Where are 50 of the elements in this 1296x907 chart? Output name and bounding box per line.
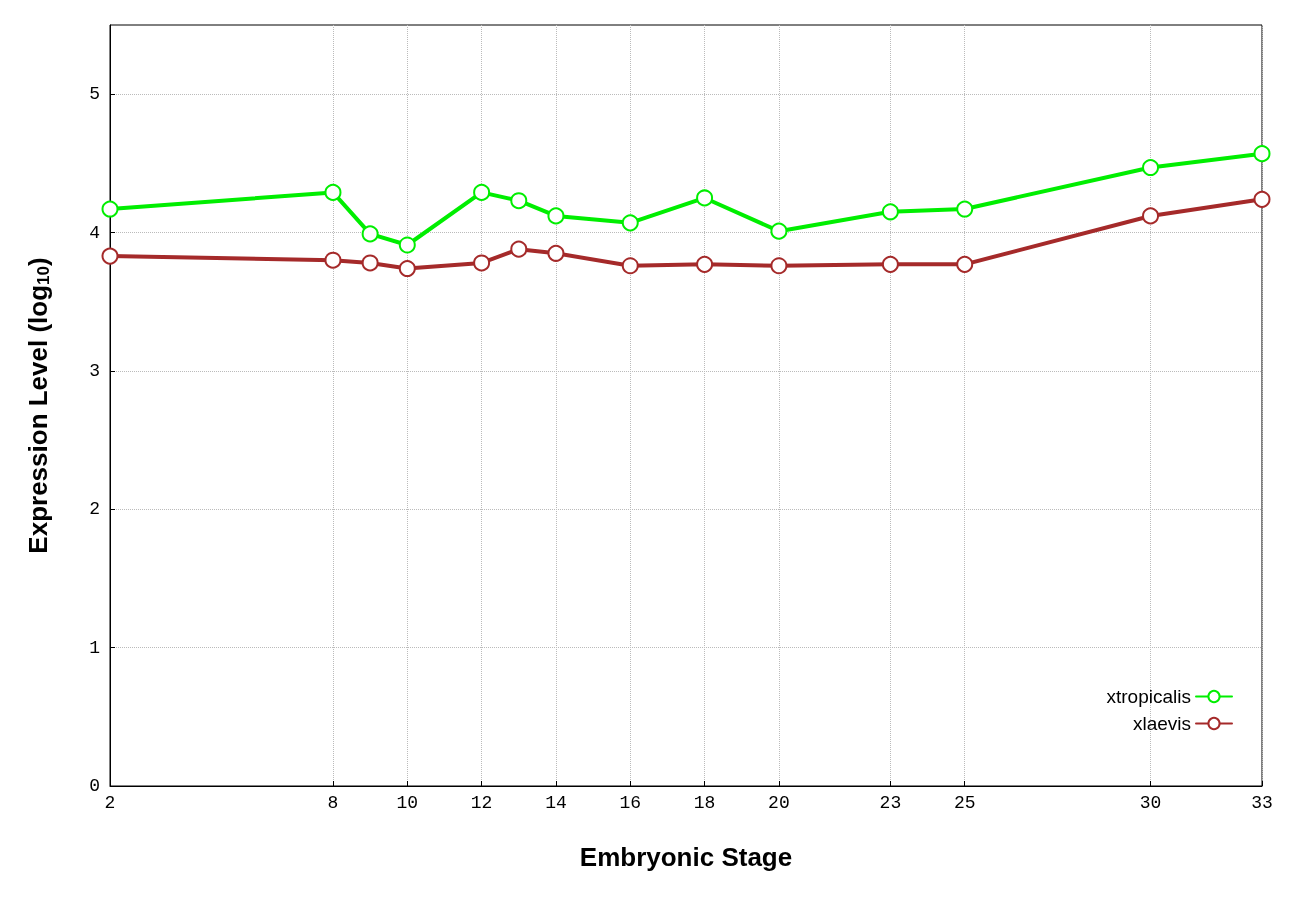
point <box>101 247 119 265</box>
point <box>547 207 565 225</box>
point <box>324 251 342 269</box>
x-tick-label: 23 <box>879 793 902 813</box>
point <box>621 214 639 232</box>
point <box>1142 207 1160 225</box>
point <box>621 257 639 275</box>
point <box>956 200 974 218</box>
point <box>1253 145 1271 163</box>
point <box>770 257 788 275</box>
y-tick-label: 0 <box>89 776 100 796</box>
x-tick-label: 18 <box>693 793 716 813</box>
x-tick-label: 8 <box>327 793 339 813</box>
y-tick-label: 5 <box>89 84 100 105</box>
x-tick-label: 10 <box>396 793 419 813</box>
point <box>398 236 416 254</box>
y-tick-label: 4 <box>89 222 100 243</box>
y-axis-title: Expression Level (log10) <box>22 257 53 554</box>
y-tick-label: 2 <box>89 499 100 520</box>
x-tick-label: 12 <box>470 793 493 813</box>
point <box>547 244 565 262</box>
point <box>1142 159 1160 177</box>
point <box>770 222 788 240</box>
x-tick-label: 25 <box>953 793 976 813</box>
x-tick-label: 16 <box>619 793 642 813</box>
legend-label: xlaevis <box>1132 713 1191 734</box>
point <box>956 255 974 273</box>
point <box>510 192 528 210</box>
point <box>101 200 119 218</box>
point <box>696 255 714 273</box>
point <box>324 183 342 201</box>
point <box>473 183 491 201</box>
point <box>696 189 714 207</box>
y-tick-label: 1 <box>89 637 100 658</box>
legend-label: xtropicalis <box>1106 686 1191 707</box>
point <box>881 203 899 221</box>
point <box>361 225 379 243</box>
point <box>510 240 528 258</box>
point <box>361 254 379 272</box>
x-axis-title: Embryonic Stage <box>579 842 793 872</box>
x-tick-label: 20 <box>768 793 790 813</box>
point <box>1253 190 1271 208</box>
y-tick-label: 3 <box>89 360 100 381</box>
x-tick-label: 14 <box>545 793 567 813</box>
x-tick-label: 30 <box>1139 793 1162 813</box>
x-tick-label: 2 <box>104 793 116 813</box>
point <box>473 254 491 272</box>
point <box>881 255 899 273</box>
x-tick-label: 33 <box>1251 793 1273 813</box>
point <box>398 260 416 278</box>
